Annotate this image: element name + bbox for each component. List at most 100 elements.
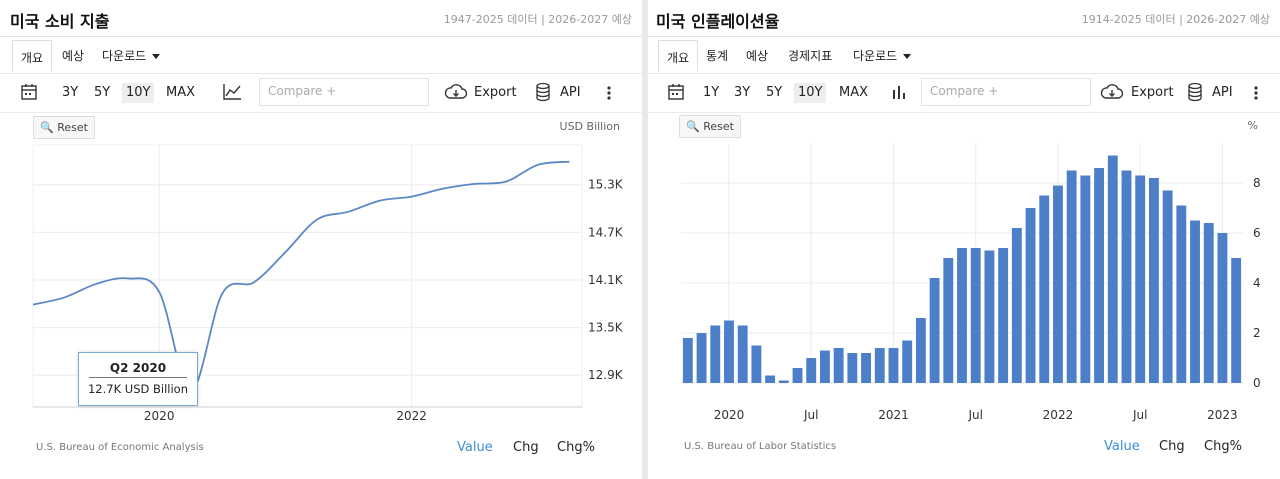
period-5y[interactable]: 5Y xyxy=(94,85,111,100)
view-value[interactable]: Value xyxy=(457,440,493,455)
bar xyxy=(1231,258,1242,383)
database-icon[interactable] xyxy=(1187,82,1203,102)
inflation-rate-bar-chart: 0 2 4 6 8 2020 Jul 2021 Jul 2022 Jul 2023 xyxy=(681,143,1261,422)
export-button[interactable]: Export xyxy=(474,85,517,100)
x-tick-label: 2023 xyxy=(1207,408,1238,422)
x-tick-label: Jul xyxy=(1132,408,1147,422)
period-1y[interactable]: 1Y xyxy=(703,85,720,100)
y-tick-label: 2 xyxy=(1253,326,1261,340)
y-tick-label: 15.3K xyxy=(588,178,624,192)
bar xyxy=(751,345,762,383)
bar xyxy=(1066,170,1077,383)
bar xyxy=(724,320,734,383)
bar xyxy=(1190,220,1200,383)
consumer-spending-panel: 미국 소비 지출 1947-2025 데이터 | 2026-2027 예상 개요… xyxy=(0,0,642,479)
tab-overview[interactable]: 개요 xyxy=(658,40,699,72)
bar xyxy=(861,353,871,383)
bar xyxy=(1203,223,1214,383)
bar xyxy=(1011,228,1022,383)
bar xyxy=(998,248,1009,383)
page-title: 미국 인플레이션율 xyxy=(656,12,780,31)
y-tick-label: 13.5K xyxy=(588,321,624,335)
calendar-icon[interactable] xyxy=(667,83,685,101)
x-tick-label: 2020 xyxy=(714,408,745,422)
magnifier-icon: 🔍 xyxy=(40,121,54,134)
bar xyxy=(1217,233,1228,383)
reset-zoom-button[interactable]: 🔍 Reset xyxy=(679,115,741,138)
bar xyxy=(1039,195,1050,383)
bar xyxy=(792,368,803,383)
bar xyxy=(902,340,913,383)
bar xyxy=(847,353,858,383)
y-tick-label: 14.1K xyxy=(588,273,624,287)
period-10y[interactable]: 10Y xyxy=(122,83,155,103)
bar xyxy=(970,248,981,383)
period-10y[interactable]: 10Y xyxy=(794,83,827,103)
export-button[interactable]: Export xyxy=(1131,85,1174,100)
api-button[interactable]: API xyxy=(560,85,581,100)
data-source: U.S. Bureau of Economic Analysis xyxy=(36,442,204,453)
reset-label: Reset xyxy=(57,121,88,134)
bar xyxy=(1121,170,1132,383)
tab-indicators[interactable]: 경제지표 xyxy=(788,49,833,63)
compare-input[interactable]: Compare + xyxy=(921,78,1091,106)
bar xyxy=(1053,185,1063,383)
api-button[interactable]: API xyxy=(1212,85,1233,100)
period-3y[interactable]: 3Y xyxy=(62,85,79,100)
view-change-percent[interactable]: Chg% xyxy=(1204,439,1242,454)
tab-forecast[interactable]: 예상 xyxy=(62,49,85,63)
bar xyxy=(943,258,954,383)
data-range: 1947-2025 데이터 | 2026-2027 예상 xyxy=(443,13,632,26)
bar xyxy=(929,278,940,383)
more-vertical-icon[interactable] xyxy=(606,85,612,101)
y-tick-label: 12.9K xyxy=(588,368,624,382)
tab-download[interactable]: 다운로드 xyxy=(853,47,912,64)
y-tick-label: 8 xyxy=(1253,176,1261,190)
view-value[interactable]: Value xyxy=(1104,439,1140,454)
y-tick-label: 6 xyxy=(1253,226,1261,240)
more-vertical-icon[interactable] xyxy=(1253,85,1259,101)
tab-statistics[interactable]: 통계 xyxy=(706,49,729,63)
x-tick-label: Jul xyxy=(803,408,818,422)
period-5y[interactable]: 5Y xyxy=(766,85,783,100)
calendar-icon[interactable] xyxy=(20,83,38,101)
bar xyxy=(737,325,748,383)
database-icon[interactable] xyxy=(535,82,551,102)
tab-download-label: 다운로드 xyxy=(102,49,147,63)
cloud-download-icon[interactable] xyxy=(444,84,468,100)
bar xyxy=(1176,205,1187,383)
bar xyxy=(819,350,830,383)
magnifier-icon: 🔍 xyxy=(686,120,700,133)
bar-chart-icon[interactable] xyxy=(891,84,907,100)
bar xyxy=(806,358,817,383)
bar xyxy=(765,375,776,383)
tab-bar: 개요 예상 다운로드 xyxy=(0,37,642,74)
period-max[interactable]: MAX xyxy=(166,85,196,100)
bar xyxy=(778,380,789,383)
x-tick-label: Jul xyxy=(967,408,982,422)
x-tick-label: 2021 xyxy=(878,408,909,422)
x-tick-label: 2022 xyxy=(1043,408,1074,422)
view-change[interactable]: Chg xyxy=(513,440,539,455)
panel-header: 미국 인플레이션율 1914-2025 데이터 | 2026-2027 예상 xyxy=(648,0,1280,37)
tab-forecast[interactable]: 예상 xyxy=(746,49,769,63)
tab-download[interactable]: 다운로드 xyxy=(102,47,161,64)
compare-input[interactable]: Compare + xyxy=(259,78,429,106)
data-range: 1914-2025 데이터 | 2026-2027 예상 xyxy=(1081,13,1270,26)
reset-zoom-button[interactable]: 🔍 Reset xyxy=(33,116,95,139)
x-tick-label: 2022 xyxy=(396,409,427,423)
chart-toolbar: 1Y 3Y 5Y 10Y MAX Compare + Export API xyxy=(648,74,1280,113)
caret-down-icon xyxy=(152,54,161,59)
tab-overview[interactable]: 개요 xyxy=(12,40,53,72)
cloud-download-icon[interactable] xyxy=(1100,84,1124,100)
bar xyxy=(1162,190,1173,383)
chart-tooltip: Q2 2020 12.7K USD Billion xyxy=(78,352,198,406)
panel-header: 미국 소비 지출 1947-2025 데이터 | 2026-2027 예상 xyxy=(0,0,642,37)
bar xyxy=(1148,178,1159,383)
line-chart-icon[interactable] xyxy=(222,83,242,101)
period-max[interactable]: MAX xyxy=(839,85,869,100)
bar xyxy=(1025,208,1036,383)
period-3y[interactable]: 3Y xyxy=(734,85,751,100)
view-change[interactable]: Chg xyxy=(1159,439,1185,454)
view-change-percent[interactable]: Chg% xyxy=(557,440,595,455)
